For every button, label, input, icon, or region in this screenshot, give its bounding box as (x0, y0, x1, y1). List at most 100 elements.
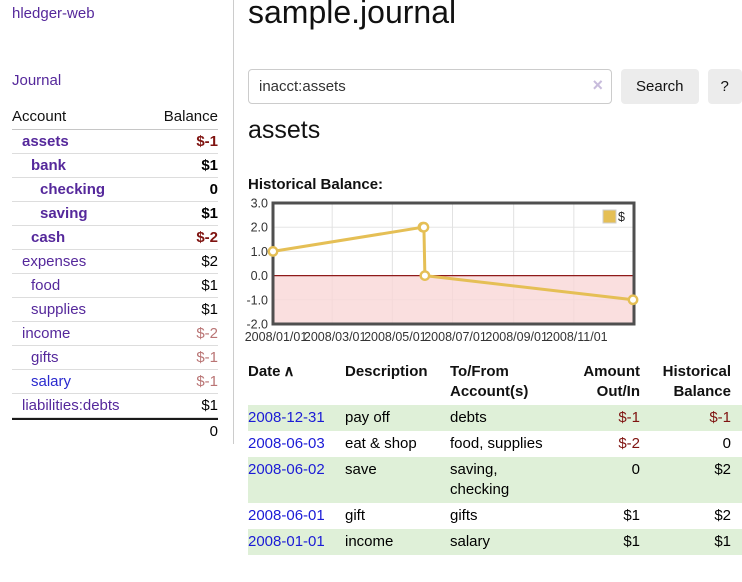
transaction-accounts: gifts (450, 507, 478, 524)
col-header-accounts: To/From Account(s) (450, 363, 529, 400)
transaction-description: income (345, 533, 394, 550)
transactions-table: Date ∧ Description To/From Account(s) Amo… (248, 362, 742, 555)
account-link-expenses[interactable]: expenses (22, 253, 87, 270)
transaction-date-link[interactable]: 2008-06-03 (248, 435, 325, 452)
account-row: salary $-1 (12, 370, 218, 394)
transaction-description: eat & shop (345, 435, 417, 452)
account-balance: $-1 (196, 373, 218, 390)
sort-ascending-icon: ∧ (283, 363, 295, 380)
transaction-amount: $1 (623, 533, 640, 550)
svg-text:2008/01/01: 2008/01/01 (245, 330, 308, 344)
transaction-balance: $2 (714, 507, 731, 524)
accounts-total-row: 0 (12, 418, 218, 442)
transactions-header-row: Date ∧ Description To/From Account(s) Amo… (248, 362, 742, 405)
transaction-date-link[interactable]: 2008-12-31 (248, 409, 325, 426)
accounts-total-value: 0 (209, 422, 218, 440)
transaction-amount: $1 (623, 507, 640, 524)
main-content: sample.journal × Search ? assets Histori… (245, 0, 742, 582)
transaction-balance: 0 (722, 435, 731, 452)
account-link-cash[interactable]: cash (31, 229, 66, 246)
transaction-amount: $-1 (618, 409, 640, 426)
account-link-supplies[interactable]: supplies (31, 301, 87, 318)
search-button[interactable]: Search (621, 69, 699, 104)
transaction-row: 2008-06-01 gift gifts $1 $2 (248, 503, 742, 529)
svg-text:-2.0: -2.0 (246, 318, 268, 332)
account-row: liabilities:debts $1 (12, 394, 218, 418)
col-header-amount: Amount Out/In (583, 363, 640, 400)
search-input[interactable] (248, 69, 612, 104)
account-link-checking[interactable]: checking (40, 181, 106, 198)
svg-text:$: $ (618, 210, 625, 224)
transaction-row: 2008-06-02 save saving, checking 0 $2 (248, 457, 742, 503)
transaction-accounts: food, supplies (450, 435, 543, 452)
accounts-header: Account Balance (12, 104, 218, 130)
account-link-bank[interactable]: bank (31, 157, 67, 174)
search-help-button[interactable]: ? (707, 69, 742, 104)
account-row: cash $-2 (12, 226, 218, 250)
transaction-accounts: saving, checking (450, 461, 510, 498)
account-link-food[interactable]: food (31, 277, 61, 294)
account-row: checking 0 (12, 178, 218, 202)
account-row: gifts $-1 (12, 346, 218, 370)
transaction-date-link[interactable]: 2008-06-01 (248, 507, 325, 524)
accounts-panel: Account Balance assets $-1 bank $1 checking 0… (12, 104, 218, 442)
page-title: sample.journal (248, 0, 457, 30)
transaction-amount: 0 (631, 461, 640, 478)
transaction-row: 2008-12-31 pay off debts $-1 $-1 (248, 405, 742, 431)
account-balance: $-1 (196, 349, 218, 366)
transaction-row: 2008-06-03 eat & shop food, supplies $-2 0 (248, 431, 742, 457)
account-link-salary[interactable]: salary (31, 373, 72, 390)
svg-text:2008/05/01: 2008/05/01 (364, 330, 427, 344)
accounts-header-balance: Balance (163, 108, 218, 125)
search-form: × Search ? (248, 69, 742, 104)
account-balance: 0 (209, 181, 218, 198)
account-row: income $-2 (12, 322, 218, 346)
transaction-date-link[interactable]: 2008-01-01 (248, 533, 325, 550)
transaction-description: pay off (345, 409, 390, 426)
account-link-income[interactable]: income (22, 325, 71, 342)
transaction-row: 2008-01-01 income salary $1 $1 (248, 529, 742, 555)
account-balance: $1 (201, 397, 218, 414)
account-row: bank $1 (12, 154, 218, 178)
account-link-assets[interactable]: assets (22, 133, 69, 150)
transaction-balance: $2 (714, 461, 731, 478)
balance-chart: $3.0 2.0 1.0 0.0 -1.0 -2.02008/01/012008/03/0… (245, 197, 639, 344)
historical-balance-label: Historical Balance: (248, 176, 384, 193)
svg-text:-1.0: -1.0 (246, 293, 268, 307)
svg-text:2008/11/01: 2008/11/01 (546, 330, 608, 344)
col-header-date[interactable]: Date ∧ (248, 363, 295, 380)
clear-search-icon[interactable]: × (592, 75, 603, 95)
svg-text:1.0: 1.0 (251, 245, 268, 259)
account-row: expenses $2 (12, 250, 218, 274)
transaction-balance: $-1 (709, 409, 731, 426)
app-title-link[interactable]: hledger-web (12, 5, 95, 22)
account-balance: $1 (201, 205, 218, 222)
col-header-description: Description (345, 363, 428, 380)
account-link-gifts[interactable]: gifts (31, 349, 59, 366)
account-row: supplies $1 (12, 298, 218, 322)
transaction-date-link[interactable]: 2008-06-02 (248, 461, 325, 478)
svg-text:0.0: 0.0 (251, 269, 268, 283)
account-link-liabilities-debts[interactable]: liabilities:debts (22, 397, 120, 414)
account-row: saving $1 (12, 202, 218, 226)
col-header-balance: Historical Balance (662, 363, 731, 400)
sidebar-divider (233, 0, 234, 444)
accounts-table-body: assets $-1 bank $1 checking 0 saving $1 cash $-2 e… (12, 130, 218, 418)
transaction-description: gift (345, 507, 366, 524)
accounts-header-account: Account (12, 108, 67, 125)
svg-text:2.0: 2.0 (251, 221, 268, 235)
transaction-amount: $-2 (618, 435, 640, 452)
transaction-accounts: salary (450, 533, 491, 550)
account-balance: $1 (201, 301, 218, 318)
svg-text:2008/07/01: 2008/07/01 (424, 330, 487, 344)
svg-text:2008/09/01: 2008/09/01 (485, 330, 548, 344)
transaction-accounts: debts (450, 409, 487, 426)
account-balance: $-2 (196, 325, 218, 342)
account-balance: $-1 (196, 133, 218, 150)
svg-text:2008/03/01: 2008/03/01 (304, 330, 367, 344)
account-balance: $2 (201, 253, 218, 270)
account-balance: $1 (201, 277, 218, 294)
sidebar-item-journal[interactable]: Journal (12, 72, 62, 89)
balance-chart-box: $3.0 2.0 1.0 0.0 -1.0 -2.0 2008/01/01 2008/03/0… (245, 197, 742, 348)
account-link-saving[interactable]: saving (40, 205, 88, 222)
